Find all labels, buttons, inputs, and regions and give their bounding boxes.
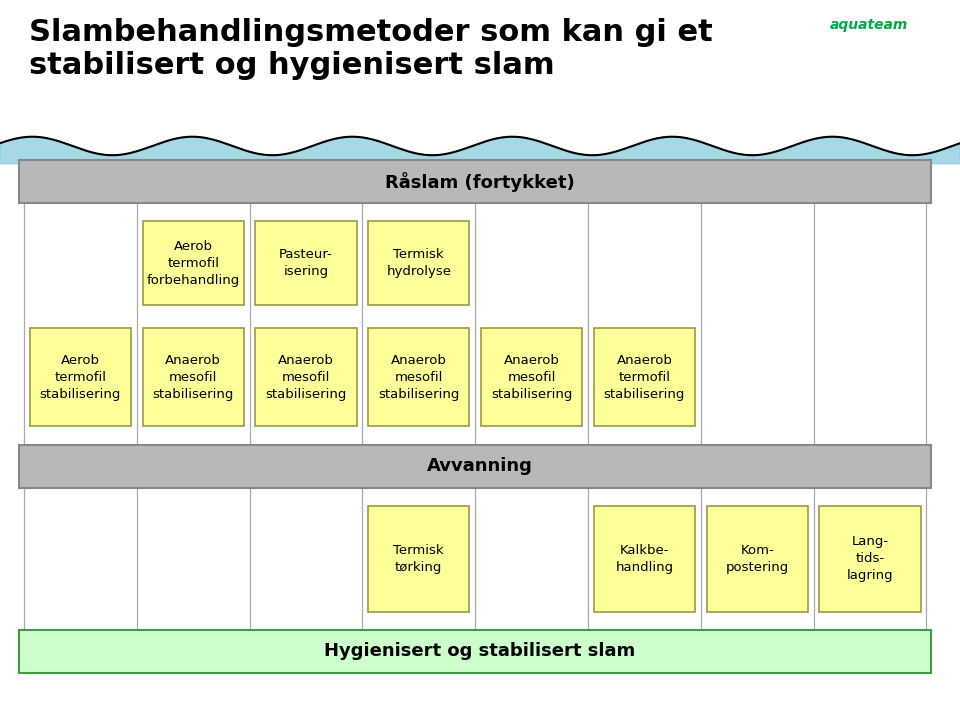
Text: aquateam: aquateam (829, 18, 908, 32)
Text: Anaerob
mesofil
stabilisering: Anaerob mesofil stabilisering (153, 354, 234, 401)
Text: Kom-
postering: Kom- postering (726, 544, 789, 574)
FancyBboxPatch shape (369, 506, 469, 612)
Text: Råslam (fortykket): Råslam (fortykket) (385, 172, 575, 192)
FancyBboxPatch shape (369, 328, 469, 426)
Text: Anaerob
mesofil
stabilisering: Anaerob mesofil stabilisering (491, 354, 572, 401)
Text: Termisk
hydrolyse: Termisk hydrolyse (386, 248, 451, 278)
Text: Slambehandlingsmetoder som kan gi et
stabilisert og hygienisert slam: Slambehandlingsmetoder som kan gi et sta… (29, 18, 712, 80)
FancyBboxPatch shape (142, 328, 244, 426)
Text: Avvanning: Avvanning (427, 457, 533, 476)
FancyBboxPatch shape (142, 221, 244, 305)
Text: Lang-
tids-
lagring: Lang- tids- lagring (847, 535, 894, 582)
FancyBboxPatch shape (19, 160, 931, 203)
FancyBboxPatch shape (30, 328, 131, 426)
FancyBboxPatch shape (255, 221, 357, 305)
FancyBboxPatch shape (369, 221, 469, 305)
FancyBboxPatch shape (481, 328, 582, 426)
FancyBboxPatch shape (255, 328, 357, 426)
Text: Anaerob
termofil
stabilisering: Anaerob termofil stabilisering (604, 354, 685, 401)
FancyBboxPatch shape (820, 506, 921, 612)
Text: Aerob
termofil
forbehandling: Aerob termofil forbehandling (147, 240, 240, 287)
FancyBboxPatch shape (19, 630, 931, 673)
Text: Pasteur-
isering: Pasteur- isering (279, 248, 333, 278)
Text: Anaerob
mesofil
stabilisering: Anaerob mesofil stabilisering (378, 354, 460, 401)
FancyBboxPatch shape (707, 506, 808, 612)
FancyBboxPatch shape (593, 506, 695, 612)
Text: Anaerob
mesofil
stabilisering: Anaerob mesofil stabilisering (265, 354, 347, 401)
Text: Termisk
tørking: Termisk tørking (394, 544, 444, 574)
FancyBboxPatch shape (19, 445, 931, 488)
Text: Hygienisert og stabilisert slam: Hygienisert og stabilisert slam (324, 642, 636, 661)
Text: Aerob
termofil
stabilisering: Aerob termofil stabilisering (39, 354, 121, 401)
Text: Kalkbe-
handling: Kalkbe- handling (615, 544, 674, 574)
FancyBboxPatch shape (593, 328, 695, 426)
